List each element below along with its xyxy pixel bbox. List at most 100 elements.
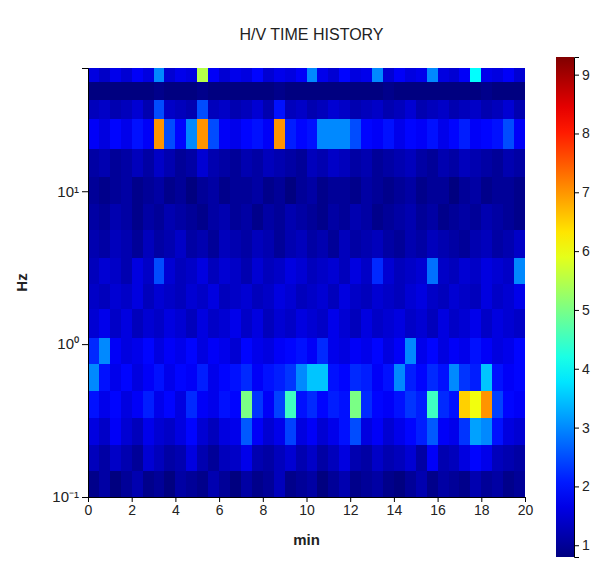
- cell: [449, 445, 460, 471]
- cell: [427, 418, 438, 445]
- cell: [186, 338, 197, 364]
- cell: [514, 338, 525, 364]
- cell: [372, 118, 383, 149]
- cell: [241, 68, 252, 82]
- cell: [175, 118, 186, 149]
- cell: [230, 257, 241, 284]
- cell: [307, 418, 318, 445]
- cell: [459, 68, 470, 82]
- cell: [110, 149, 121, 177]
- cell: [197, 82, 208, 100]
- x-tick: 8: [259, 497, 267, 518]
- cell: [230, 390, 241, 418]
- cell: [438, 283, 449, 309]
- cell: [459, 283, 470, 309]
- cell: [241, 230, 252, 258]
- cell: [230, 68, 241, 82]
- cell: [175, 283, 186, 309]
- cell: [208, 418, 219, 445]
- cell: [296, 257, 307, 284]
- x-tick: 12: [343, 497, 359, 518]
- cell: [339, 118, 350, 149]
- cell: [121, 283, 132, 309]
- x-tick-label: 6: [216, 502, 224, 518]
- cell: [449, 363, 460, 390]
- cell: [427, 176, 438, 204]
- cell: [361, 390, 372, 418]
- cell: [449, 283, 460, 309]
- cell: [88, 445, 99, 471]
- cell: [339, 283, 350, 309]
- cell: [470, 68, 481, 82]
- cell: [328, 68, 339, 82]
- cell: [186, 309, 197, 338]
- cell: [449, 309, 460, 338]
- cell: [230, 230, 241, 258]
- cell: [230, 418, 241, 445]
- cell: [449, 149, 460, 177]
- y-tick: 10⁰: [57, 335, 88, 352]
- cell: [252, 445, 263, 471]
- y-axis: 10⁻¹10⁰10¹: [52, 69, 88, 506]
- cell: [99, 204, 110, 231]
- cell: [328, 338, 339, 364]
- cell: [503, 68, 514, 82]
- cell: [394, 68, 405, 82]
- cell: [514, 445, 525, 471]
- cell: [208, 68, 219, 82]
- cell: [99, 309, 110, 338]
- cell: [503, 445, 514, 471]
- cell: [263, 418, 274, 445]
- cell: [252, 470, 263, 497]
- cell: [241, 363, 252, 390]
- cell: [350, 445, 361, 471]
- cell: [470, 338, 481, 364]
- cell: [274, 257, 285, 284]
- colorbar-tick-label: 4: [582, 361, 590, 377]
- cell: [154, 309, 165, 338]
- cell: [219, 68, 230, 82]
- cell: [383, 230, 394, 258]
- cell: [481, 118, 492, 149]
- colorbar-tick: 6: [574, 243, 590, 259]
- x-tick-label: 10: [299, 502, 315, 518]
- cell: [372, 470, 383, 497]
- cell: [88, 470, 99, 497]
- cell: [285, 309, 296, 338]
- cell: [394, 338, 405, 364]
- cell: [164, 445, 175, 471]
- cell: [481, 230, 492, 258]
- cell: [481, 82, 492, 100]
- cell: [307, 176, 318, 204]
- colorbar-tick: 7: [574, 184, 590, 200]
- cell: [394, 176, 405, 204]
- cell: [132, 390, 143, 418]
- colorbar-tick: 4: [574, 361, 590, 377]
- cell: [285, 390, 296, 418]
- cell: [175, 309, 186, 338]
- cell: [263, 204, 274, 231]
- cell: [252, 418, 263, 445]
- cell: [197, 418, 208, 445]
- cell: [459, 118, 470, 149]
- cell: [175, 418, 186, 445]
- cell: [427, 363, 438, 390]
- cell: [296, 390, 307, 418]
- cell: [175, 363, 186, 390]
- cell: [394, 99, 405, 119]
- cell: [383, 204, 394, 231]
- cell: [361, 204, 372, 231]
- cell: [492, 309, 503, 338]
- cell: [449, 118, 460, 149]
- cell: [427, 82, 438, 100]
- cell: [197, 390, 208, 418]
- cell: [492, 390, 503, 418]
- cell: [263, 470, 274, 497]
- cell: [175, 82, 186, 100]
- cell: [186, 418, 197, 445]
- cell: [121, 390, 132, 418]
- cell: [438, 99, 449, 119]
- cell: [208, 309, 219, 338]
- cell: [339, 390, 350, 418]
- x-tick-label: 16: [430, 502, 446, 518]
